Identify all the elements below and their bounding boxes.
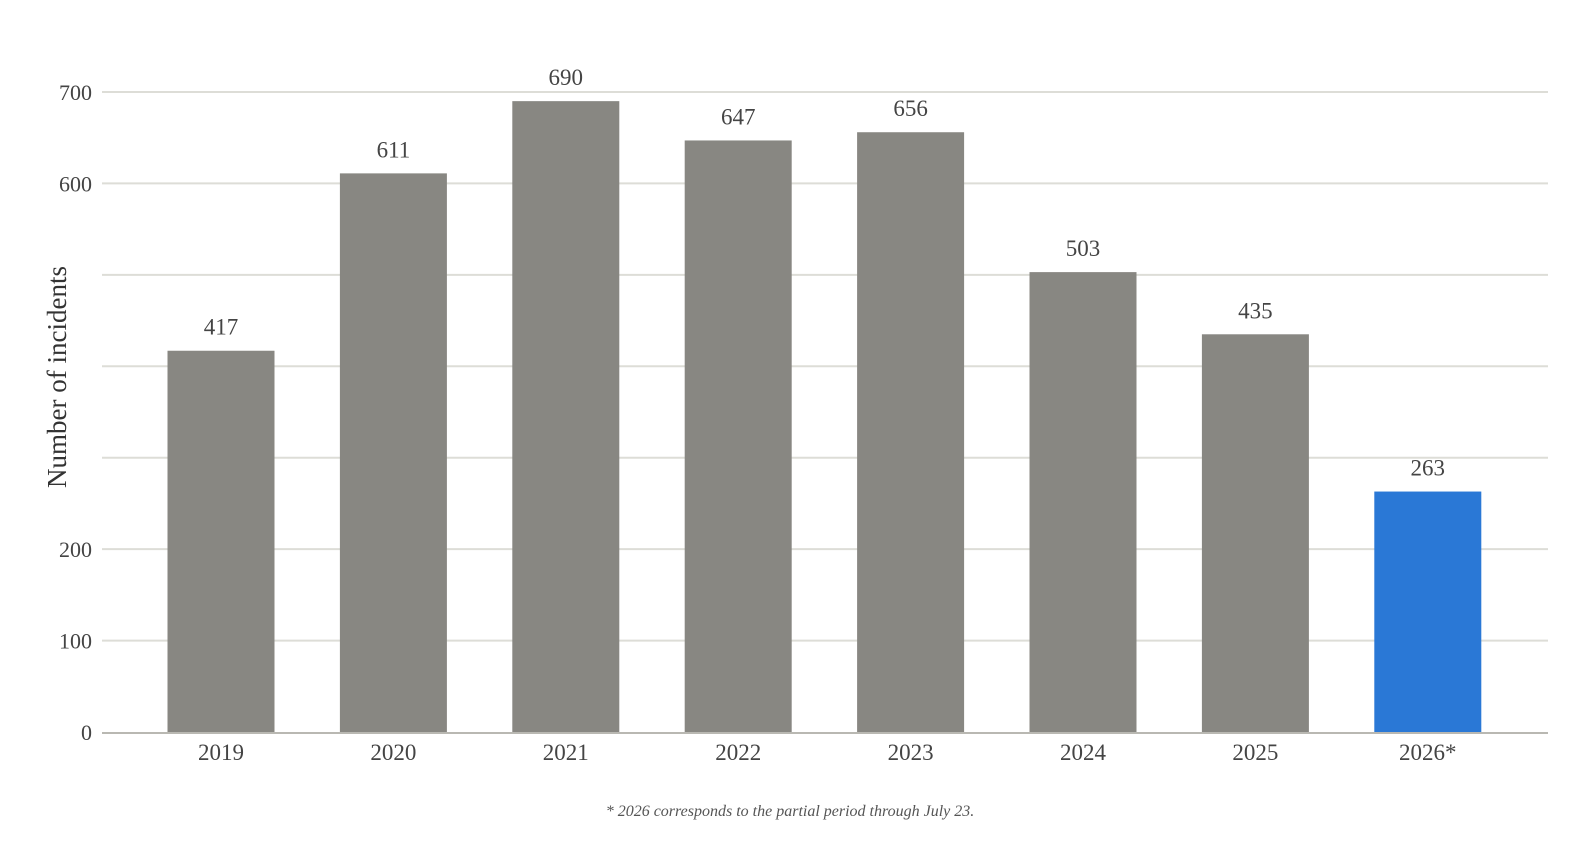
bar-2022 — [684, 140, 792, 732]
x-tick-label: 2020 — [370, 740, 416, 765]
data-label: 611 — [377, 137, 411, 162]
bar-2025 — [1201, 334, 1309, 732]
data-label: 417 — [204, 315, 239, 340]
x-tick-label: 2023 — [888, 740, 934, 765]
y-axis-label: Number of incidents — [42, 266, 72, 488]
x-axis-ticks: 2019 2020 2021 2022 2023 2024 2025 2026* — [198, 740, 1457, 765]
y-tick-label: 0 — [81, 720, 92, 745]
y-tick-label: 200 — [59, 537, 92, 562]
bar-2021 — [512, 101, 620, 732]
x-tick-label: 2025 — [1232, 740, 1278, 765]
y-tick-label: 600 — [59, 171, 92, 196]
y-tick-label: 700 — [59, 80, 92, 105]
bar-2023 — [857, 132, 965, 732]
footnote: * 2026 corresponds to the partial period… — [605, 803, 975, 820]
data-label: 647 — [721, 104, 756, 129]
bar-2026 — [1374, 491, 1482, 732]
data-label: 263 — [1411, 456, 1446, 481]
bar-2024 — [1029, 272, 1137, 732]
bars — [167, 101, 1482, 732]
x-tick-label: 2019 — [198, 740, 244, 765]
data-label: 503 — [1066, 236, 1101, 261]
x-tick-label: 2021 — [543, 740, 589, 765]
x-tick-label: 2022 — [715, 740, 761, 765]
data-label: 656 — [893, 96, 928, 121]
bar-2020 — [339, 173, 447, 732]
data-label: 435 — [1238, 298, 1273, 323]
y-axis-ticks: 0 100 200 600 700 — [59, 80, 92, 745]
y-tick-label: 100 — [59, 629, 92, 654]
bar-2019 — [167, 350, 275, 732]
data-labels: 417 611 690 647 656 503 435 263 — [204, 65, 1445, 480]
x-tick-label: 2024 — [1060, 740, 1107, 765]
x-tick-label: 2026* — [1399, 740, 1457, 765]
data-label: 690 — [549, 65, 584, 90]
gridlines — [102, 91, 1548, 642]
